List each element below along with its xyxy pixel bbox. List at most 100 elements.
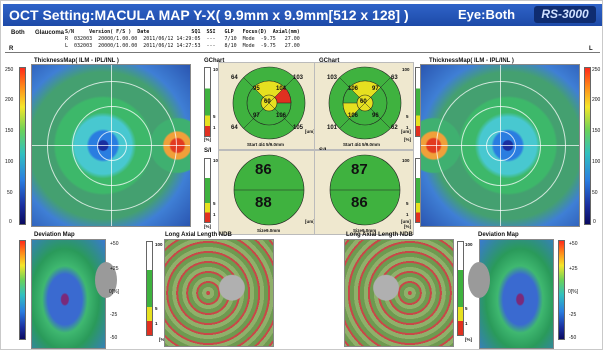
scale-label: 50 (7, 190, 13, 196)
scale-label: 1 (155, 321, 158, 326)
scale-label: 5 (406, 114, 409, 119)
scale-label: [%] (204, 224, 211, 229)
gchart-value: 106 (276, 113, 287, 119)
device-logo: RS-3000 (534, 6, 596, 23)
left-lal-scale (146, 241, 153, 336)
right-si-chart[interactable]: 87 86 [um] Size9.0mm (314, 150, 414, 235)
scale-label: 1 (213, 125, 216, 130)
right-thickness-map[interactable] (420, 64, 580, 227)
scan-info-table: S/N Version( F/S ) Date SQ1 SSI GLP Focu… (65, 29, 385, 50)
eye-label: Eye:Both (458, 7, 516, 22)
scale-label: -25 (110, 312, 118, 318)
marker-r: R (9, 46, 14, 52)
scan-info: Both Glaucoma S/N Version( F/S ) Date SQ… (5, 29, 600, 55)
scale-label: +25 (110, 266, 119, 272)
right-deviation-scale (558, 240, 565, 340)
gchart-value: 64 (231, 75, 238, 81)
si-footer: Size9.0mm (353, 228, 377, 233)
right-deviation-map[interactable] (468, 239, 554, 349)
divider (5, 52, 600, 53)
right-lal-map[interactable] (344, 239, 454, 347)
left-lal-map[interactable] (164, 239, 274, 347)
scale-label: 1 (465, 321, 468, 326)
left-thickness-title: ThicknessMap( ILM - IPL/INL ) (34, 58, 119, 64)
right-thickness-title: ThicknessMap( ILM - IPL/INL ) (429, 58, 514, 64)
scale-label: 1 (406, 212, 409, 217)
right-gchart-title: GChart (319, 58, 340, 64)
gchart-value: 63 (391, 75, 398, 81)
right-deviation-title: Deviation Map (478, 232, 519, 238)
left-lal-title: Long Axial Length NDB (165, 232, 232, 238)
scale-label: -50 (110, 335, 118, 341)
scale-label: 200 (592, 97, 601, 103)
scale-label: 100 (213, 67, 221, 72)
right-thickness-scale (584, 67, 591, 225)
right-gchart[interactable]: 103 63 106 97 60 106 96 101 62 [um] Star… (314, 62, 414, 150)
scale-label: 100 (402, 158, 410, 163)
title-bar: OCT Setting:MACULA MAP Y-X( 9.9mm x 9.9m… (3, 4, 602, 26)
scale-label: 0[%] (109, 289, 120, 295)
scale-label: 150 (592, 128, 601, 134)
right-gchart-diagram (328, 66, 402, 140)
gchart-value: 105 (293, 125, 304, 131)
scale-label: 0 (9, 219, 12, 225)
scale-label: [%] (404, 137, 411, 142)
gchart-value: 104 (276, 86, 287, 92)
left-si-chart[interactable]: 86 88 [um] Size9.0mm (218, 150, 318, 235)
scale-label: 50 (592, 190, 598, 196)
scale-label: 250 (592, 67, 601, 73)
si-unit: [um] (305, 219, 315, 224)
gchart-value: 64 (231, 125, 238, 131)
si-inferior-value: 86 (351, 194, 368, 211)
scale-label: 100 (592, 159, 601, 165)
left-deviation-scale (19, 240, 26, 340)
scale-label: [%] (159, 337, 166, 342)
gchart-value: 101 (327, 125, 338, 131)
scale-label: [%] (204, 137, 211, 142)
gchart-value: 97 (253, 113, 260, 119)
optic-disc (468, 262, 490, 298)
grid-circle-mid (461, 106, 541, 186)
grid-circle-outer (436, 81, 566, 211)
si-footer: Size9.0mm (257, 228, 281, 233)
gchart-value: 60 (360, 99, 367, 105)
scale-label: 100 (402, 67, 410, 72)
scale-label: 100 (213, 158, 221, 163)
scale-label: 200 (5, 97, 14, 103)
left-gchart-diagram (232, 66, 306, 140)
gchart-value: 106 (348, 86, 359, 92)
gchart-value: 103 (327, 75, 338, 81)
right-si-diagram (329, 154, 401, 226)
scale-label: 5 (465, 306, 468, 311)
si-unit: [um] (401, 219, 411, 224)
scale-label: 100 (155, 242, 163, 247)
gchart-value: 97 (372, 86, 379, 92)
grid-circle-inner (486, 131, 516, 161)
crosshair-h (32, 145, 190, 146)
label-both: Both (11, 30, 25, 36)
left-thickness-map[interactable] (31, 64, 191, 227)
scale-label: 150 (5, 128, 14, 134)
grid-circle-mid (72, 106, 152, 186)
gchart-value: 103 (293, 75, 304, 81)
left-thickness-scale (19, 67, 26, 225)
scale-label: -25 (569, 312, 577, 318)
scale-label: 5 (406, 201, 409, 206)
scale-label: [%] (465, 337, 472, 342)
gchart-value: 69 (264, 99, 271, 105)
left-gchart[interactable]: 64 103 95 104 69 97 106 64 105 [um] Star… (218, 62, 318, 150)
scale-label: 5 (155, 306, 158, 311)
window-title: OCT Setting:MACULA MAP Y-X( 9.9mm x 9.9m… (9, 7, 409, 23)
gchart-unit: [um] (305, 129, 315, 134)
left-gchart-scale (204, 67, 211, 137)
si-superior-value: 86 (255, 161, 272, 178)
gchart-footer: Start 4/4 5/9.0mm (343, 142, 381, 147)
scale-label: 0 (593, 219, 596, 225)
left-si-scale (204, 158, 211, 223)
left-si-title: S/I (204, 148, 212, 154)
scale-label: 100 (465, 242, 473, 247)
left-deviation-map[interactable] (31, 239, 117, 349)
crosshair-h (421, 145, 579, 146)
left-deviation-title: Deviation Map (34, 232, 75, 238)
